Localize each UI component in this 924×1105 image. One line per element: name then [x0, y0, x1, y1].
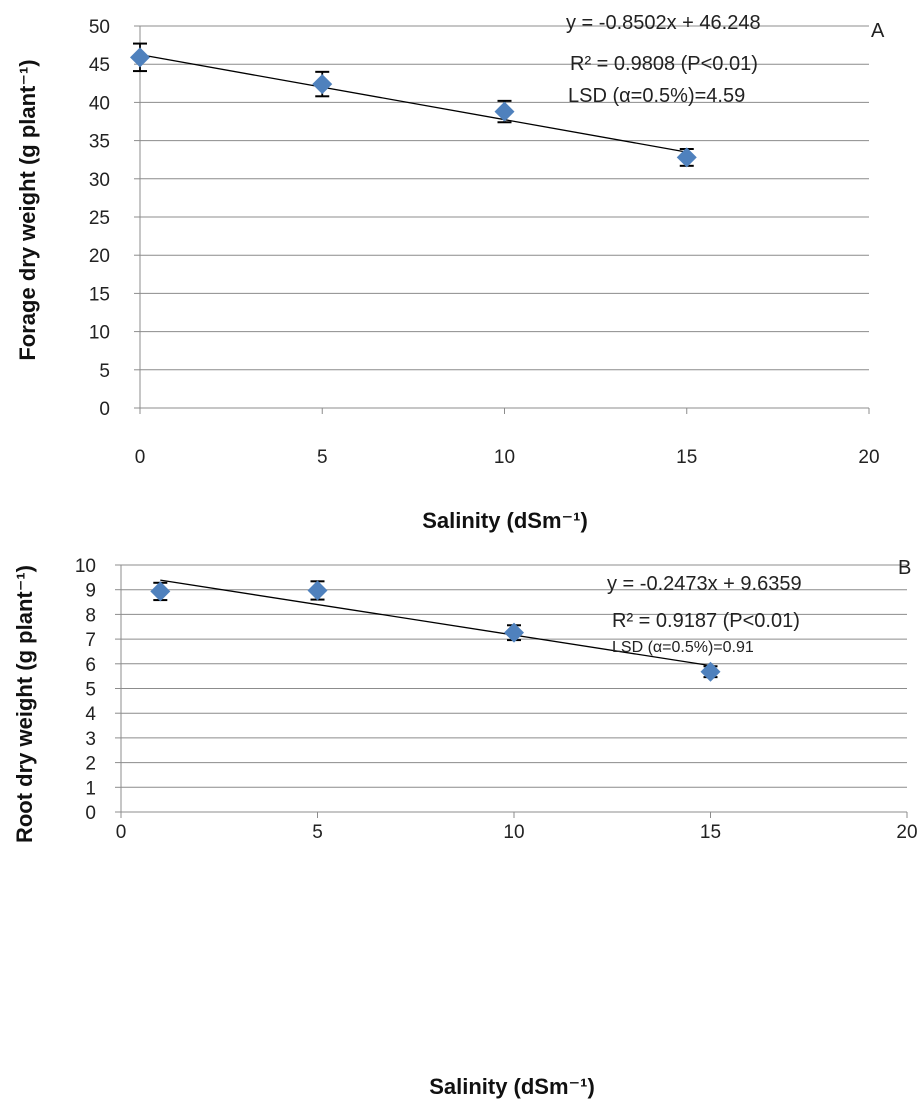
- panel-a-data-point: [312, 74, 333, 95]
- panel-b-y-tick-label: 3: [85, 729, 96, 750]
- panel-a-lsd: LSD (α=0.5%)=4.59: [568, 85, 745, 107]
- panel-b-y-tick-label: 9: [85, 581, 96, 602]
- panel-a-y-tick-label: 30: [89, 170, 110, 191]
- panel-a-x-tick-label: 10: [494, 447, 515, 468]
- panel-b-axes: [115, 564, 908, 818]
- panel-b-chart: 0 1 2 3 4 5 6 7 8 9 10 0 5 10 15 20 y = -0.2473x + 9.6…: [12, 556, 918, 1099]
- panel-b-y-tick-label: 8: [85, 605, 96, 626]
- panel-b-letter: B: [898, 557, 911, 579]
- panel-a-y-tick-label: 20: [89, 246, 110, 267]
- panel-b-y-axis-title: Root dry weight (g plant⁻¹): [12, 565, 37, 843]
- panel-a-y-tick-label: 35: [89, 132, 110, 153]
- panel-a-y-tick-label: 50: [89, 17, 110, 38]
- panel-b-data-point: [307, 580, 328, 601]
- panel-b-x-tick-label: 20: [896, 822, 917, 843]
- panel-a-grid: [140, 25, 869, 371]
- panel-a-data-point: [494, 101, 515, 122]
- panel-b-y-tick-label: 5: [85, 680, 96, 701]
- panel-a-y-ticks: 0 5 10 15 20 25 30 35 40 45 50: [89, 17, 110, 420]
- panel-a-x-axis-title: Salinity (dSm⁻¹): [422, 508, 588, 533]
- panel-a-r2: R² = 0.9808 (P<0.01): [570, 53, 758, 75]
- panel-b-x-axis-title: Salinity (dSm⁻¹): [429, 1074, 595, 1099]
- panel-a-data-point: [130, 47, 150, 68]
- panel-a-y-axis-title: Forage dry weight (g plant⁻¹): [15, 59, 40, 360]
- panel-a-axes: [134, 25, 870, 414]
- panel-b-r2: R² = 0.9187 (P<0.01): [612, 610, 800, 632]
- panel-a-y-tick-label: 25: [89, 208, 110, 229]
- panel-a-x-ticks: 0 5 10 15 20: [135, 447, 880, 468]
- panel-b-y-tick-label: 1: [85, 778, 96, 799]
- panel-b-y-tick-label: 7: [85, 630, 96, 651]
- panel-b-y-tick-label: 6: [85, 655, 96, 676]
- panel-a-trendline-layer: [139, 54, 687, 153]
- panel-a-y-tick-label: 5: [99, 361, 110, 382]
- panel-b-x-tick-label: 5: [312, 822, 323, 843]
- panel-a-chart: 0 5 10 15 20 25 30 35 40 45 50 0 5 10 15 20 y = -0.850…: [15, 12, 885, 533]
- panel-b-data-point: [504, 622, 524, 643]
- panel-a-y-tick-label: 15: [89, 284, 110, 305]
- panel-a-x-tick-label: 0: [135, 447, 146, 468]
- panel-a-data-point: [676, 147, 697, 168]
- panel-b-y-tick-label: 2: [85, 754, 96, 775]
- panel-b-y-tick-label: 4: [85, 704, 96, 725]
- panel-b-points: [150, 580, 721, 682]
- panel-b-x-tick-label: 0: [116, 822, 127, 843]
- panel-b-lsd: LSD (α=0.5%)=0.91: [612, 639, 754, 656]
- panel-b-y-tick-label: 0: [85, 803, 96, 824]
- panel-b-trendline: [160, 579, 711, 667]
- panel-a-letter: A: [871, 20, 885, 42]
- panel-b-y-ticks: 0 1 2 3 4 5 6 7 8 9 10: [75, 556, 97, 824]
- panel-a-equation: y = -0.8502x + 46.248: [566, 12, 761, 34]
- panel-a-y-tick-label: 40: [89, 93, 110, 114]
- panel-b-x-ticks: 0 5 10 15 20: [116, 822, 918, 843]
- panel-a-x-tick-label: 5: [317, 447, 328, 468]
- panel-b-trendline-layer: [160, 579, 711, 667]
- panel-b-grid: [121, 564, 907, 788]
- panel-b-x-tick-label: 15: [700, 822, 721, 843]
- panel-b-y-tick-label: 10: [75, 556, 96, 577]
- panel-b-data-point: [700, 661, 721, 682]
- panel-a-y-tick-label: 0: [99, 399, 110, 420]
- panel-b-equation: y = -0.2473x + 9.6359: [607, 573, 802, 595]
- panel-a-y-tick-label: 10: [89, 323, 110, 344]
- panel-a-x-tick-label: 15: [676, 447, 697, 468]
- panel-a-points: [130, 42, 697, 168]
- panel-b-data-point: [150, 581, 171, 602]
- panel-a-trendline: [139, 54, 687, 153]
- panel-a-y-tick-label: 45: [89, 55, 110, 76]
- panel-a-x-tick-label: 20: [858, 447, 879, 468]
- panel-b-x-tick-label: 10: [503, 822, 524, 843]
